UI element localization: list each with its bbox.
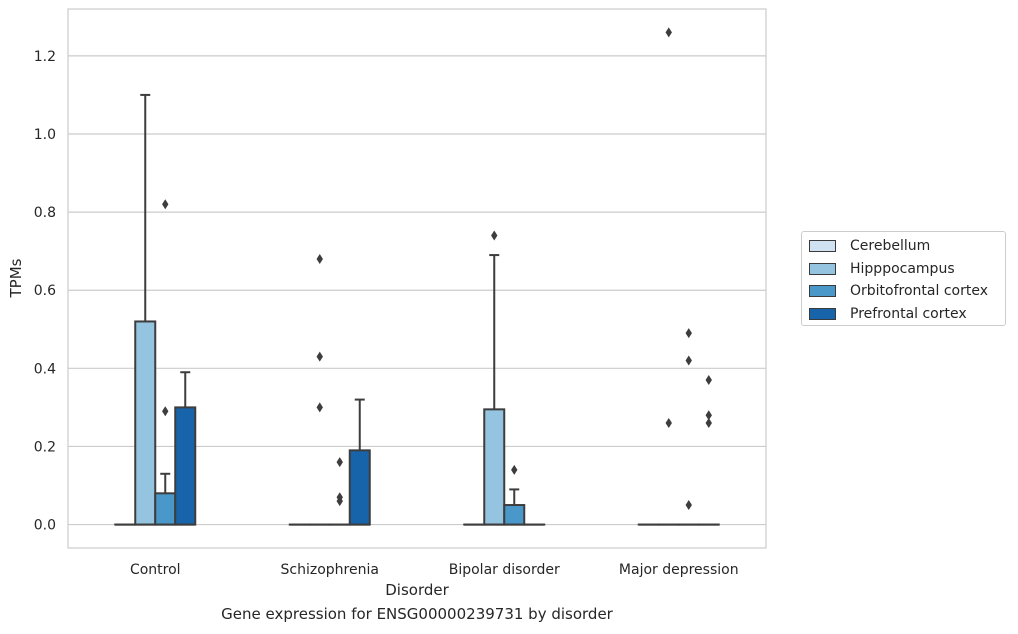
y-tick-label: 1.2 [34, 49, 56, 65]
plot-area-background [68, 9, 766, 548]
box-group [677, 328, 700, 526]
x-tick-labels: Control Schizophrenia Bipolar disorder Majo… [130, 562, 739, 578]
box-groups [114, 27, 720, 526]
box [483, 408, 506, 526]
legend: Cerebellum Hipppocampus Orbitofrontal co… [801, 231, 1006, 326]
box [503, 504, 526, 526]
outlier-point [336, 496, 343, 507]
box-group [348, 398, 371, 526]
outlier-point [685, 500, 692, 511]
x-tick-label: Schizophrenia [281, 562, 379, 578]
legend-item-orbitofrontal-cortex: Orbitofrontal cortex [809, 280, 1005, 303]
x-tick-label: Control [130, 562, 181, 578]
outlier-point [162, 199, 169, 210]
legend-label-prefrontal-cortex: Prefrontal cortex [850, 305, 967, 322]
outlier-point [316, 351, 323, 362]
box-group [697, 375, 720, 526]
x-tick-label: Major depression [619, 562, 739, 578]
box-group [328, 457, 351, 526]
outlier-point [705, 418, 712, 429]
outlier-point [316, 402, 323, 413]
outlier-point [705, 410, 712, 421]
box [154, 492, 177, 526]
legend-swatch-orbitofrontal-cortex [809, 285, 836, 298]
legend-swatch-cerebellum [809, 240, 836, 253]
outlier-point [705, 375, 712, 386]
box-group [174, 371, 197, 526]
y-tick-label: 0.4 [34, 361, 56, 377]
legend-swatch-prefrontal-cortex [809, 307, 836, 320]
figure-caption: Gene expression for ENSG00000239731 by d… [221, 605, 613, 623]
y-tick-label: 0.2 [34, 439, 56, 455]
outlier-point [491, 230, 498, 241]
legend-item-prefrontal-cortex: Prefrontal cortex [809, 303, 1005, 326]
box-group [134, 93, 157, 526]
legend-label-orbitofrontal-cortex: Orbitofrontal cortex [850, 283, 988, 300]
box-group [483, 230, 506, 526]
y-tick-label: 0.0 [34, 518, 56, 534]
outlier-point [665, 27, 672, 38]
legend-item-cerebellum: Cerebellum [809, 235, 1005, 258]
plot-area-frame [67, 8, 767, 549]
outlier-point [665, 418, 672, 429]
outlier-point [316, 253, 323, 264]
box [348, 449, 371, 526]
box-group [657, 27, 680, 526]
legend-item-hippocampus: Hipppocampus [809, 258, 1005, 281]
box-group [503, 464, 526, 526]
x-tick-label: Bipolar disorder [449, 562, 560, 578]
box [134, 320, 157, 526]
outlier-point [685, 328, 692, 339]
y-tick-label: 1.0 [34, 127, 56, 143]
y-axis-label: TPMs [7, 258, 25, 298]
y-tick-label: 0.6 [34, 283, 56, 299]
y-tick-label: 0.8 [34, 205, 56, 221]
x-axis-label: Disorder [385, 581, 449, 599]
outlier-point [511, 464, 518, 475]
outlier-point [162, 406, 169, 417]
legend-swatch-hippocampus [809, 262, 836, 275]
outlier-point [336, 457, 343, 468]
y-tick-labels: 0.0 0.2 0.4 0.6 0.8 1.0 1.2 [34, 49, 56, 534]
legend-label-cerebellum: Cerebellum [850, 238, 931, 255]
outlier-point [685, 355, 692, 366]
box [174, 406, 197, 526]
legend-label-hippocampus: Hipppocampus [850, 260, 955, 277]
